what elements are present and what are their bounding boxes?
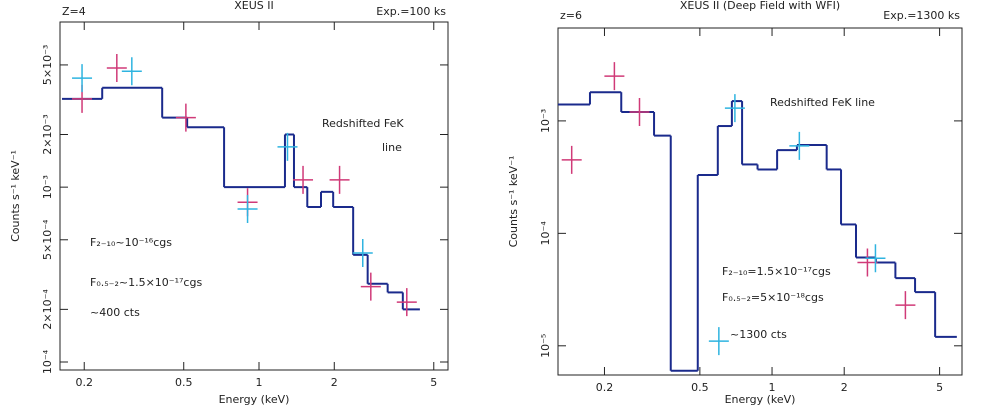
annotation: line — [382, 141, 402, 154]
data-point — [789, 131, 810, 160]
chart-title: XEUS II (Deep Field with WFI) — [680, 0, 840, 12]
plot-frame — [59, 21, 449, 371]
y-tick-label: 5×10⁻⁴ — [41, 219, 54, 260]
data-point — [857, 248, 878, 277]
x-tick-label: 1 — [769, 381, 776, 394]
x-axis-label: Energy (keV) — [219, 393, 290, 406]
data-point — [865, 244, 886, 273]
annotation: F₂₋₁₀~10⁻¹⁶cgs — [90, 236, 172, 249]
x-tick-label: 5 — [430, 376, 437, 389]
annotation: z=6 — [560, 9, 582, 22]
plot-frame — [557, 27, 963, 376]
y-tick-label: 10⁻³ — [41, 175, 54, 199]
data-point — [396, 288, 417, 317]
annotation: Redshifted FeK line — [770, 96, 875, 109]
data-point — [293, 165, 314, 194]
data-point — [708, 327, 729, 356]
annotation: Redshifted FeK — [322, 117, 404, 130]
data-point — [604, 62, 625, 91]
x-axis-label: Energy (keV) — [725, 393, 796, 406]
data-point — [329, 165, 350, 194]
y-axis-label: Counts s⁻¹ keV⁻¹ — [507, 156, 520, 248]
annotation: ~1300 cts — [730, 328, 787, 341]
y-tick-label: 10⁻⁴ — [41, 349, 54, 374]
y-tick-label: 2×10⁻⁴ — [41, 289, 54, 330]
data-point — [237, 194, 258, 223]
y-tick-label: 10⁻⁵ — [539, 334, 552, 358]
annotation: F₀.₅₋₂=5×10⁻¹⁸cgs — [722, 291, 824, 304]
data-point — [724, 94, 745, 123]
data-point — [277, 132, 298, 161]
data-point — [72, 64, 93, 93]
x-tick-label: 5 — [936, 381, 943, 394]
annotation: F₀.₅₋₂~1.5×10⁻¹⁷cgs — [90, 276, 202, 289]
data-point — [352, 239, 373, 268]
annotation: Z=4 — [62, 5, 86, 18]
y-tick-label: 10⁻³ — [539, 109, 552, 133]
data-point — [561, 145, 582, 174]
panel: XEUS II (Deep Field with WFI) Energy (keV… — [507, 0, 963, 406]
x-tick-label: 0.5 — [175, 376, 193, 389]
x-tick-label: 0.2 — [596, 381, 614, 394]
panel: XEUS II Energy (keV) Counts s⁻¹ keV⁻¹ Z=4 Ex… — [9, 0, 449, 406]
annotation: Exp.=1300 ks — [883, 9, 960, 22]
y-tick-label: 5×10⁻³ — [41, 45, 54, 85]
x-tick-label: 0.5 — [691, 381, 709, 394]
data-point — [360, 272, 381, 301]
y-tick-label: 2×10⁻³ — [41, 114, 54, 154]
data-point — [175, 103, 196, 132]
data-point — [121, 57, 142, 86]
x-tick-label: 2 — [331, 376, 338, 389]
chart-title: XEUS II — [234, 0, 274, 12]
data-point — [106, 54, 127, 83]
x-tick-label: 0.2 — [75, 376, 93, 389]
annotation: Exp.=100 ks — [376, 5, 446, 18]
x-tick-label: 2 — [841, 381, 848, 394]
y-axis-label: Counts s⁻¹ keV⁻¹ — [9, 150, 22, 242]
data-point — [629, 97, 650, 126]
annotation: F₂₋₁₀=1.5×10⁻¹⁷cgs — [722, 265, 831, 278]
data-point — [895, 291, 916, 320]
x-tick-label: 1 — [256, 376, 263, 389]
annotation: ~400 cts — [90, 306, 140, 319]
y-tick-label: 10⁻⁴ — [539, 221, 552, 246]
